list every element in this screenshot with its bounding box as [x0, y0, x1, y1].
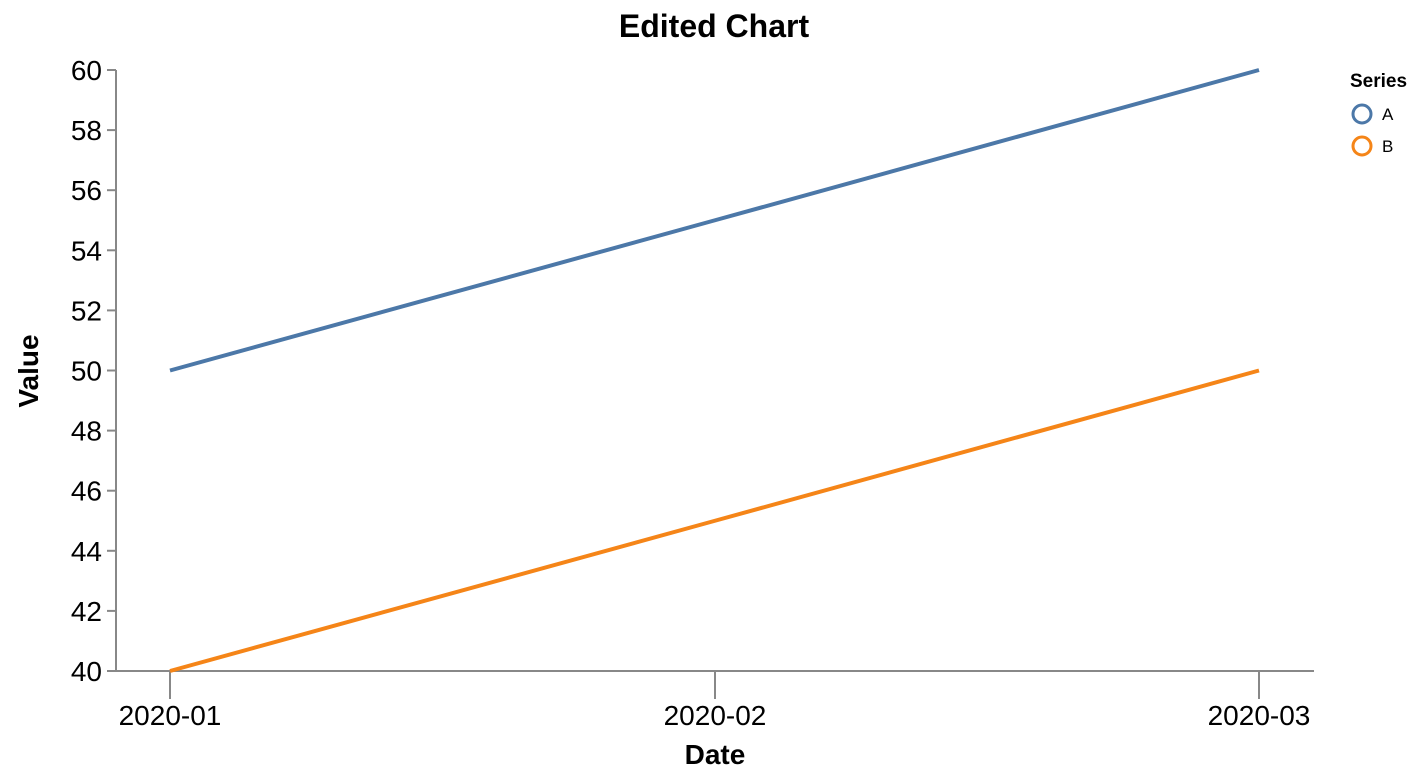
y-tick-label: 56 [71, 175, 102, 206]
series-lines [169, 68, 1260, 673]
y-tick-label: 42 [71, 596, 102, 627]
y-tick-label: 40 [71, 656, 102, 687]
legend-title: Series [1350, 71, 1407, 92]
series-line-b [169, 368, 1260, 673]
legend-items: AB [1351, 103, 1394, 157]
legend-label-b: B [1382, 137, 1393, 156]
y-tick-label: 46 [71, 476, 102, 507]
y-tick-label: 52 [71, 295, 102, 326]
chart-title: Edited Chart [619, 8, 810, 44]
y-tick-label: 48 [71, 416, 102, 447]
y-tick-label: 58 [71, 115, 102, 146]
x-tick-label: 2020-02 [664, 700, 767, 731]
x-axis-title: Date [685, 739, 746, 770]
y-axis-title: Value [13, 334, 44, 407]
legend-label-a: A [1382, 105, 1394, 124]
legend-symbol-b [1351, 135, 1373, 157]
y-tick-label: 54 [71, 235, 102, 266]
y-tick-label: 44 [71, 536, 102, 567]
y-tick-label: 50 [71, 356, 102, 387]
x-axis: 2020-01 2020-02 2020-03 [116, 670, 1314, 731]
legend-symbol-a [1351, 103, 1373, 125]
x-tick-label: 2020-01 [119, 700, 222, 731]
x-tick-label: 2020-03 [1208, 700, 1311, 731]
y-axis: 40 42 44 46 48 50 52 54 56 58 60 [71, 55, 117, 687]
series-line-a [169, 68, 1260, 373]
legend: Series AB [1350, 71, 1407, 157]
y-tick-label: 60 [71, 55, 102, 86]
